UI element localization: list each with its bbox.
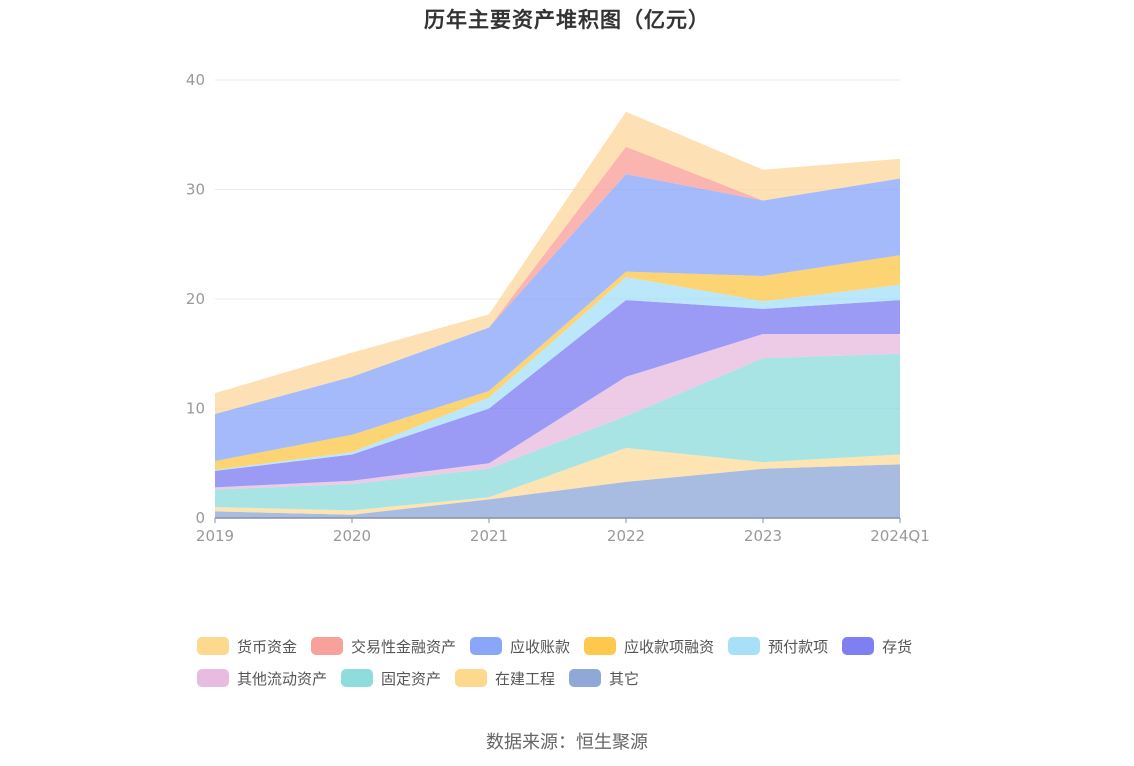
legend-label: 交易性金融资产 xyxy=(351,637,457,656)
legend-item[interactable]: 存货 xyxy=(842,636,912,657)
x-tick-label: 2019 xyxy=(196,527,234,545)
axes: 0 10 20 30 40 2019 2020 2021 2022 2023 2024Q1 xyxy=(186,71,930,545)
legend-item[interactable]: 其他流动资产 xyxy=(197,668,327,689)
legend-label: 在建工程 xyxy=(495,669,556,688)
legend-label: 应收款项融资 xyxy=(624,637,715,656)
x-tick-label: 2021 xyxy=(470,527,508,545)
area-series-固定资产 xyxy=(215,353,900,511)
legend-label: 预付款项 xyxy=(768,637,829,656)
area-series-预付款项 xyxy=(215,277,900,471)
area-series-group xyxy=(215,111,900,518)
legend-swatch xyxy=(197,669,229,687)
area-series-存货 xyxy=(215,300,900,488)
legend-item[interactable]: 交易性金融资产 xyxy=(311,636,456,657)
legend-label: 其它 xyxy=(609,669,640,688)
legend-label: 应收账款 xyxy=(510,637,571,656)
chart-title: 历年主要资产堆积图（亿元） xyxy=(424,8,710,32)
legend-label: 存货 xyxy=(882,637,913,656)
legend-swatch xyxy=(842,637,875,655)
legend-swatch xyxy=(341,669,374,687)
legend-item[interactable]: 固定资产 xyxy=(341,668,441,689)
legend-swatch xyxy=(728,637,761,655)
y-tick-label: 10 xyxy=(186,400,205,418)
y-tick-label: 30 xyxy=(186,181,205,199)
y-tick-label: 40 xyxy=(186,71,205,89)
area-series-应收款项融资 xyxy=(215,255,900,470)
legend-swatch xyxy=(584,637,617,655)
legend-swatch xyxy=(197,637,229,655)
legend-item[interactable]: 在建工程 xyxy=(455,668,555,689)
area-series-货币资金 xyxy=(215,111,900,414)
x-tick-label: 2024Q1 xyxy=(870,527,930,545)
legend-item[interactable]: 其它 xyxy=(569,668,639,689)
y-tick-label: 0 xyxy=(195,509,205,527)
legend-item[interactable]: 预付款项 xyxy=(728,636,828,657)
legend-item[interactable]: 应收账款 xyxy=(470,636,570,657)
data-source-note: 数据来源：恒生聚源 xyxy=(486,732,648,753)
area-series-应收账款 xyxy=(215,174,900,462)
legend-swatch xyxy=(311,637,344,655)
x-tick-label: 2022 xyxy=(607,527,645,545)
legend-swatch xyxy=(569,669,602,687)
legend-label: 固定资产 xyxy=(381,669,442,688)
legend-swatch xyxy=(470,637,503,655)
legend-label: 货币资金 xyxy=(237,637,298,656)
legend: 货币资金 交易性金融资产 应收账款 应收款项融资 预付款项 存货 其他流动资产 固定资产 在建… xyxy=(197,630,957,694)
area-series-其它 xyxy=(215,464,900,518)
legend-row-2: 其他流动资产 固定资产 在建工程 其它 xyxy=(197,662,957,694)
legend-item[interactable]: 货币资金 xyxy=(197,636,297,657)
x-tick-label: 2023 xyxy=(744,527,782,545)
x-tick-label: 2020 xyxy=(333,527,371,545)
legend-item[interactable]: 应收款项融资 xyxy=(584,636,714,657)
legend-swatch xyxy=(455,669,488,687)
legend-row-1: 货币资金 交易性金融资产 应收账款 应收款项融资 预付款项 存货 xyxy=(197,630,957,662)
legend-label: 其他流动资产 xyxy=(237,669,328,688)
y-tick-label: 20 xyxy=(186,290,205,308)
area-series-其他流动资产 xyxy=(215,334,900,490)
area-series-在建工程 xyxy=(215,447,900,515)
